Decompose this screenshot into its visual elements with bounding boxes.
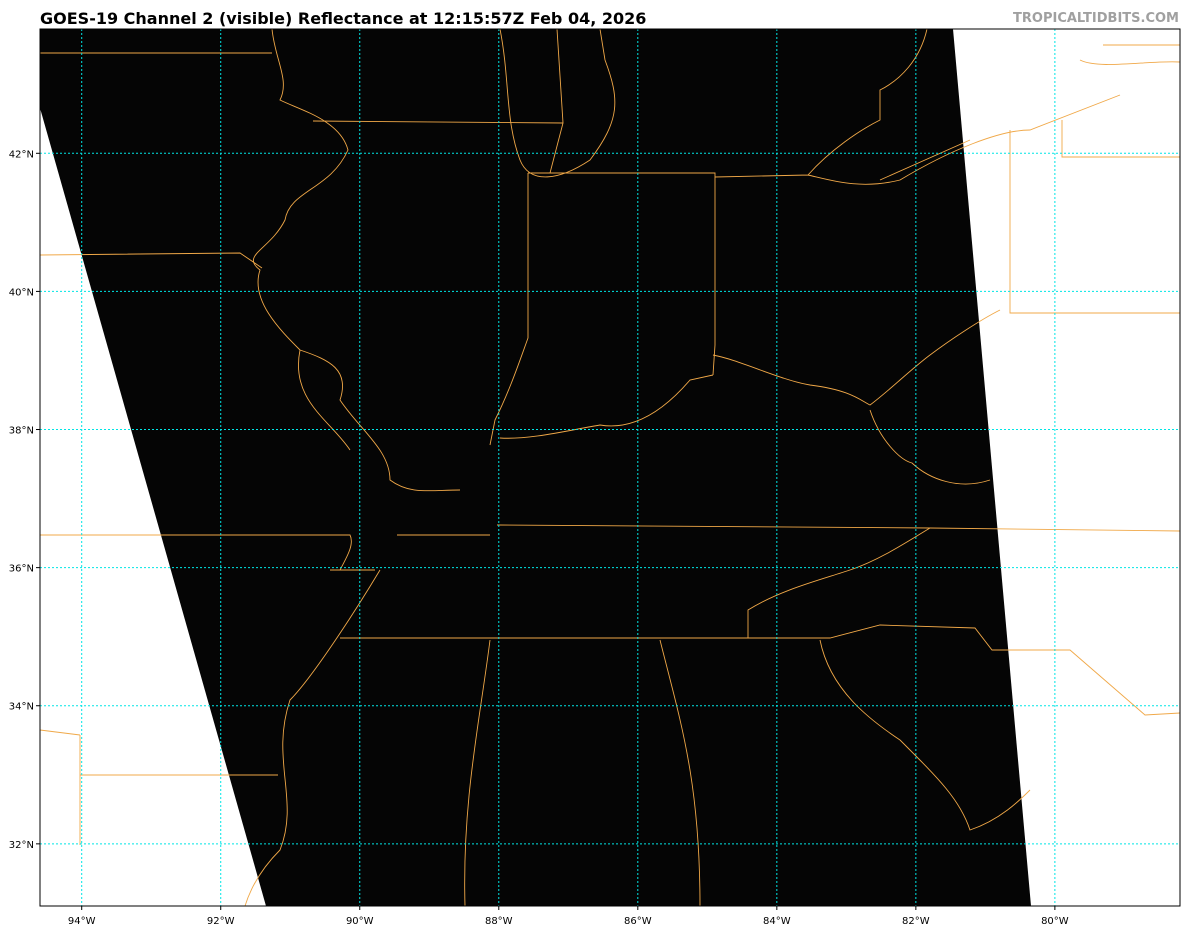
lat-label: 34°N (9, 702, 34, 713)
credit-label: TROPICALTIDBITS.COM (1013, 11, 1179, 26)
lon-label: 90°W (346, 916, 374, 927)
lat-label: 38°N (9, 426, 34, 437)
lat-label: 32°N (9, 840, 34, 851)
lon-label: 92°W (207, 916, 235, 927)
satellite-swath (40, 29, 1031, 906)
map-frame (39, 28, 1181, 907)
borders (40, 29, 1180, 906)
lat-label: 40°N (9, 287, 34, 298)
lat-label: 42°N (9, 149, 34, 160)
graticule (40, 29, 1180, 906)
axis-ticks: 94°W 92°W 90°W 88°W 86°W 84°W 82°W 80°W 42°N 40°N… (9, 149, 1069, 927)
lon-label: 86°W (624, 916, 652, 927)
lon-label: 82°W (902, 916, 930, 927)
map-title: GOES-19 Channel 2 (visible) Reflectance … (40, 9, 647, 28)
lon-label: 80°W (1041, 916, 1069, 927)
lon-label: 94°W (68, 916, 96, 927)
lon-label: 84°W (763, 916, 791, 927)
lat-label: 36°N (9, 564, 34, 575)
lon-label: 88°W (485, 916, 513, 927)
